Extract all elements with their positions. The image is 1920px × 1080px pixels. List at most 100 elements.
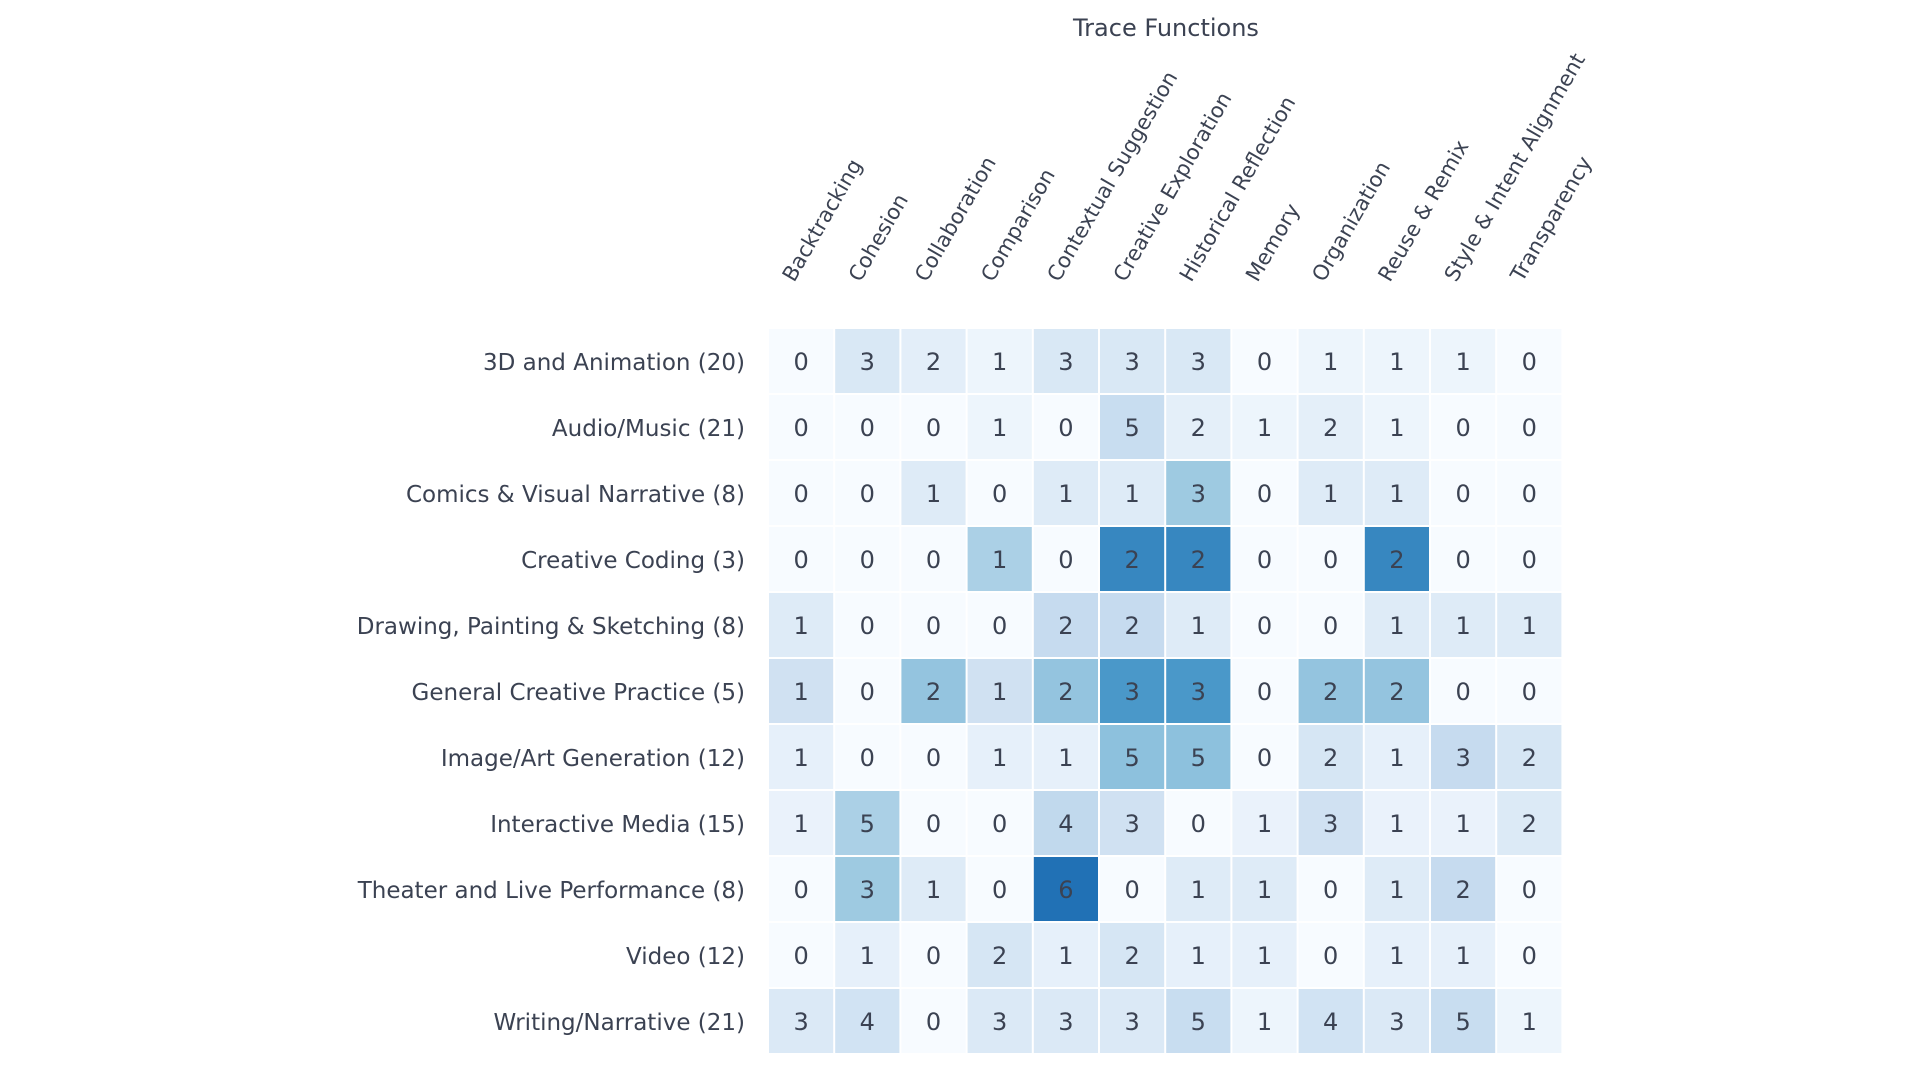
cell-value: 2: [1323, 678, 1338, 706]
cell-value: 1: [1257, 876, 1272, 904]
cell-value: 5: [1124, 744, 1139, 772]
cell-value: 2: [926, 348, 941, 376]
cell-value: 5: [1124, 414, 1139, 442]
heatmap-cell: [1364, 725, 1429, 789]
cell-value: 0: [1058, 546, 1073, 574]
cell-value: 0: [992, 810, 1007, 838]
heatmap-cell: [1431, 659, 1496, 723]
cell-value: 5: [860, 810, 875, 838]
cell-value: 0: [1257, 348, 1272, 376]
heatmap-cell: [967, 395, 1032, 459]
heatmap-cell: [967, 725, 1032, 789]
cell-value: 1: [1323, 480, 1338, 508]
heatmap-cell: [901, 791, 966, 855]
heatmap-cell: [967, 791, 1032, 855]
cell-value: 2: [1323, 744, 1338, 772]
heatmap-cell: [901, 923, 966, 987]
heatmap-cell: [1364, 395, 1429, 459]
cell-value: 1: [1389, 942, 1404, 970]
heatmap-cell: [1232, 791, 1297, 855]
cell-value: 3: [1058, 1008, 1073, 1036]
heatmap-cell: [1431, 593, 1496, 657]
cell-value: 2: [1191, 414, 1206, 442]
heatmap-cell: [1298, 461, 1363, 525]
cell-value: 1: [1191, 612, 1206, 640]
heatmap-cell: [1100, 725, 1165, 789]
cell-value: 0: [793, 480, 808, 508]
cell-value: 3: [1191, 480, 1206, 508]
cell-value: 0: [1522, 348, 1537, 376]
heatmap-cell: [835, 725, 900, 789]
cell-value: 3: [1058, 348, 1073, 376]
heatmap-cell: [967, 659, 1032, 723]
heatmap-cell: [1166, 857, 1231, 921]
cell-value: 1: [1455, 942, 1470, 970]
heatmap-cell: [901, 329, 966, 393]
cell-value: 0: [1124, 876, 1139, 904]
heatmap-cell: [1166, 989, 1231, 1053]
cell-value: 0: [992, 480, 1007, 508]
row-label: Image/Art Generation (12): [441, 746, 745, 772]
row-label: Audio/Music (21): [552, 416, 745, 442]
heatmap-cell: [835, 329, 900, 393]
heatmap-cell: [1364, 791, 1429, 855]
heatmap-cell: [1166, 461, 1231, 525]
cell-value: 0: [1522, 942, 1537, 970]
cell-value: 1: [1389, 744, 1404, 772]
heatmap-cell: [835, 791, 900, 855]
cell-value: 1: [1455, 810, 1470, 838]
cell-value: 3: [1124, 678, 1139, 706]
heatmap-cell: [901, 527, 966, 591]
cell-value: 0: [926, 1008, 941, 1036]
cell-value: 4: [860, 1008, 875, 1036]
column-label: Creative Exploration: [1109, 88, 1237, 285]
heatmap-cell: [1232, 725, 1297, 789]
cell-value: 0: [1455, 480, 1470, 508]
cell-value: 1: [1124, 480, 1139, 508]
heatmap-cell: [1431, 725, 1496, 789]
column-label: Memory: [1241, 200, 1304, 286]
heatmap-cell: [1497, 527, 1562, 591]
cell-value: 1: [992, 546, 1007, 574]
cell-value: 3: [793, 1008, 808, 1036]
cell-value: 1: [1522, 612, 1537, 640]
cell-value: 0: [793, 348, 808, 376]
cell-value: 0: [1323, 942, 1338, 970]
cell-value: 1: [992, 414, 1007, 442]
heatmap-cell: [1431, 461, 1496, 525]
heatmap-cell: [1232, 461, 1297, 525]
heatmap-cell: [835, 857, 900, 921]
heatmap-cell: [835, 395, 900, 459]
column-label: Contextual Suggestion: [1042, 67, 1182, 285]
heatmap-cell: [769, 659, 834, 723]
cell-value: 6: [1058, 876, 1073, 904]
heatmap-cell: [1100, 659, 1165, 723]
heatmap-cell: [1298, 527, 1363, 591]
heatmap-cell: [901, 857, 966, 921]
heatmap-cell: [1232, 329, 1297, 393]
cell-value: 0: [793, 876, 808, 904]
cell-value: 2: [1455, 876, 1470, 904]
cell-value: 0: [1257, 546, 1272, 574]
cell-value: 3: [1389, 1008, 1404, 1036]
cell-value: 5: [1191, 1008, 1206, 1036]
heatmap-cell: [835, 527, 900, 591]
cell-value: 1: [1058, 744, 1073, 772]
heatmap-cell: [1364, 659, 1429, 723]
cell-value: 3: [860, 348, 875, 376]
cell-value: 1: [1389, 876, 1404, 904]
cell-value: 3: [1191, 678, 1206, 706]
cell-value: 0: [1522, 546, 1537, 574]
cell-value: 2: [1124, 942, 1139, 970]
cell-value: 0: [926, 744, 941, 772]
heatmap-cell: [1232, 593, 1297, 657]
heatmap-cell: [1166, 923, 1231, 987]
heatmap-cell: [967, 329, 1032, 393]
heatmap-cell: [1232, 659, 1297, 723]
heatmap-cell: [1431, 989, 1496, 1053]
heatmap-cell: [1364, 593, 1429, 657]
cell-value: 1: [1058, 942, 1073, 970]
heatmap-cell: [1033, 857, 1098, 921]
cell-value: 5: [1455, 1008, 1470, 1036]
cell-value: 1: [1389, 810, 1404, 838]
